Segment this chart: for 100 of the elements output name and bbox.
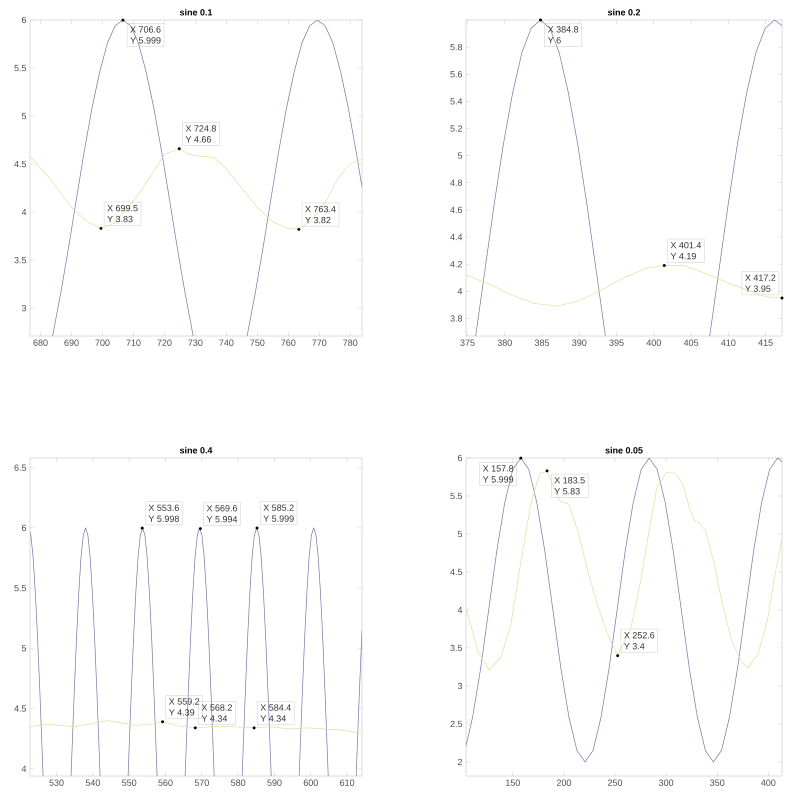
annotation: Y 6	[548, 37, 561, 44]
x-tick-label: 780	[343, 340, 358, 346]
annotation: X 183.5	[554, 477, 585, 484]
y-tick-label: 2	[458, 758, 462, 766]
x-tick-label: 730	[188, 340, 203, 346]
x-tick-label: 250	[608, 780, 622, 786]
x-tick-label: 560	[158, 780, 173, 786]
y-tick-label: 3	[22, 304, 26, 312]
x-tick-label: 395	[609, 340, 624, 346]
chart-title: sine 0.05	[605, 446, 643, 454]
y-tick-label: 4.6	[450, 206, 462, 214]
y-tick-label: 6	[22, 524, 26, 532]
y-tick-label: 5	[22, 112, 26, 120]
annotation: Y 3.83	[107, 216, 133, 222]
x-tick-label: 400	[646, 340, 661, 346]
annotation: X 401.4	[670, 242, 702, 248]
x-tick-label: 750	[250, 340, 264, 346]
y-tick-label: 3.5	[14, 256, 26, 264]
annotation: X 252.6	[624, 632, 654, 638]
y-tick-label: 4.4	[450, 234, 462, 240]
x-tick-label: 770	[312, 340, 326, 346]
y-tick-label: 5.4	[450, 98, 462, 105]
annotation: X 559.2	[168, 698, 200, 705]
y-tick-label: 3	[458, 682, 462, 690]
x-tick-label: 300	[658, 780, 674, 786]
y-tick-label: 5.6	[450, 71, 462, 78]
annotation: Y 3.82	[305, 216, 330, 224]
y-tick-label: 4	[458, 606, 462, 614]
x-tick-label: 760	[281, 340, 296, 346]
y-tick-label: 4	[458, 288, 462, 294]
y-tick-label: 4	[22, 209, 26, 216]
annotation: X 724.8	[186, 125, 216, 132]
y-tick-label: 3.5	[450, 644, 462, 652]
x-tick-label: 720	[157, 340, 172, 346]
y-tick-label: 5.5	[450, 492, 462, 500]
annotation: Y 5.999	[482, 476, 514, 483]
y-tick-label: 5.5	[14, 64, 26, 72]
x-tick-label: 690	[64, 340, 79, 346]
x-tick-label: 700	[95, 340, 110, 346]
x-tick-label: 590	[267, 780, 282, 786]
x-tick-label: 600	[304, 780, 318, 786]
annotation: X 706.6	[130, 26, 161, 33]
x-tick-label: 680	[34, 340, 48, 346]
y-tick-label: 5.5	[14, 584, 26, 592]
x-tick-label: 410	[721, 340, 736, 346]
chart-title: sine 0.4	[180, 446, 212, 454]
x-tick-label: 415	[758, 340, 773, 346]
y-tick-label: 6.5	[14, 464, 26, 471]
y-tick-label: 3.8	[450, 315, 462, 322]
annotation: Y 3.4	[624, 643, 645, 650]
annotation: X 553.6	[148, 504, 179, 511]
x-tick-label: 385	[534, 340, 550, 346]
y-tick-label: 4.5	[450, 568, 462, 576]
x-tick-label: 540	[86, 780, 100, 786]
annotation: Y 4.39	[168, 709, 194, 716]
annotation: Y 5.998	[148, 516, 179, 522]
x-tick-label: 580	[231, 780, 246, 786]
annotation: Y 3.95	[745, 286, 770, 292]
annotation: Y 4.34	[260, 715, 286, 722]
x-tick-label: 390	[572, 340, 586, 346]
x-tick-label: 740	[219, 340, 234, 346]
annotation: Y 4.66	[186, 136, 211, 143]
annotation: X 569.6	[206, 505, 238, 512]
chart-title: sine 0.2	[608, 8, 640, 16]
y-tick-label: 5	[22, 645, 26, 652]
x-tick-label: 550	[122, 780, 136, 786]
y-tick-label: 2.5	[450, 720, 462, 728]
y-tick-label: 4.2	[450, 260, 462, 268]
annotation: X 584.4	[260, 704, 291, 711]
y-tick-label: 5	[458, 152, 462, 159]
x-tick-label: 380	[498, 340, 512, 346]
y-tick-label: 5	[458, 530, 462, 538]
x-tick-label: 610	[340, 780, 354, 786]
annotation: X 157.8	[482, 465, 514, 472]
y-tick-label: 4	[22, 766, 26, 772]
annotation: Y 5.83	[554, 488, 580, 494]
x-tick-label: 200	[556, 780, 572, 786]
x-tick-label: 350	[710, 780, 724, 786]
x-tick-label: 405	[684, 340, 698, 346]
y-tick-label: 6	[458, 454, 462, 462]
y-tick-label: 5.2	[450, 125, 462, 132]
x-tick-label: 375	[460, 340, 475, 346]
annotation: X 568.2	[202, 704, 232, 711]
annotation: Y 4.34	[202, 715, 228, 722]
y-tick-label: 4.5	[14, 705, 26, 712]
x-tick-label: 530	[49, 780, 64, 786]
x-tick-label: 570	[194, 780, 209, 786]
y-tick-label: 4.8	[450, 180, 462, 186]
annotation: Y 5.999	[263, 515, 294, 522]
annotation: Y 5.999	[130, 37, 161, 44]
annotation: Y 4.19	[670, 252, 696, 260]
x-tick-label: 710	[126, 340, 141, 346]
y-tick-label: 4.5	[14, 160, 26, 168]
annotation: X 417.2	[745, 274, 776, 281]
chart-title: sine 0.1	[180, 8, 212, 16]
x-tick-label: 400	[761, 780, 776, 786]
line-series	[30, 147, 362, 231]
annotation: Y 5.994	[206, 516, 238, 522]
y-tick-label: 5.8	[450, 44, 462, 50]
annotation: X 763.4	[305, 206, 336, 212]
